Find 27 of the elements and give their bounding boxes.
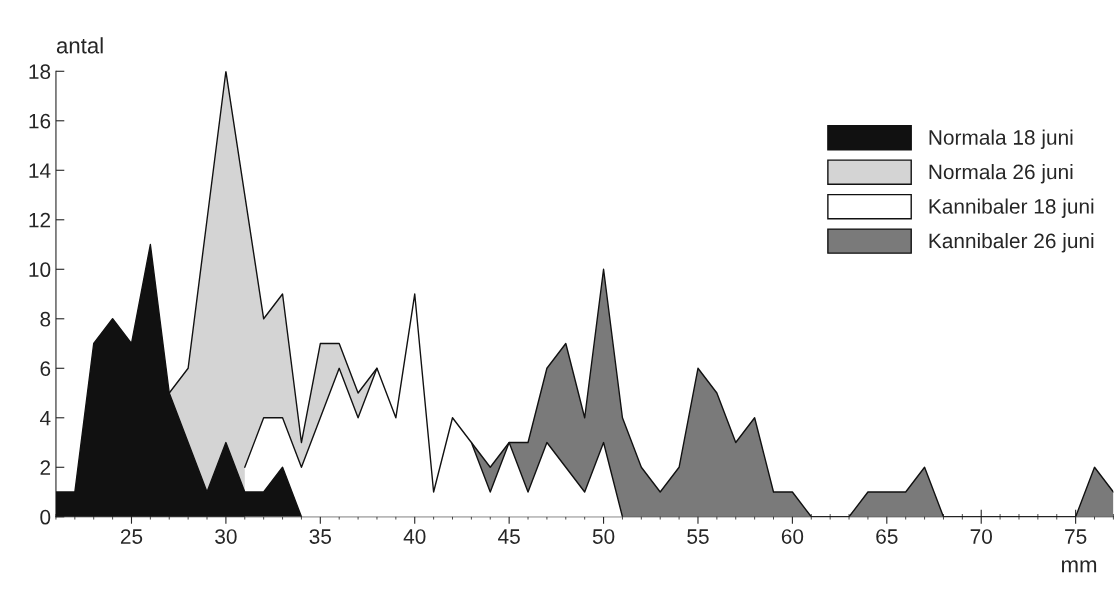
x-tick-label: 60 xyxy=(781,529,804,544)
x-tick-label: 30 xyxy=(215,529,237,544)
y-tick-label: 0 xyxy=(40,509,51,525)
x-tick-label: 45 xyxy=(498,529,520,544)
legend-label: Normala 26 juni xyxy=(929,164,1073,184)
legend-label: Normala 18 juni xyxy=(929,129,1073,149)
x-tick-label: 35 xyxy=(309,529,332,544)
x-tick-label: 25 xyxy=(120,529,143,544)
x-tick-label: 55 xyxy=(687,529,709,544)
x-tick-label: 40 xyxy=(403,529,426,544)
y-tick-label: 18 xyxy=(29,64,51,80)
y-axis-title: antal xyxy=(56,37,103,54)
y-tick-label: 6 xyxy=(40,361,51,377)
x-axis-title: mm xyxy=(1062,560,1097,573)
y-tick-label: 16 xyxy=(29,113,51,129)
legend-label: Kannibaler 18 juni xyxy=(929,198,1094,218)
y-tick-label: 4 xyxy=(39,411,51,426)
legend-label: Kannibaler 26 juni xyxy=(929,232,1094,253)
y-tick-label: 2 xyxy=(40,460,51,475)
y-tick-label: 10 xyxy=(29,262,51,278)
x-tick-label: 70 xyxy=(970,529,992,544)
x-tick-label: 75 xyxy=(1065,529,1087,544)
y-tick-label: 12 xyxy=(29,212,51,228)
x-tick-label: 50 xyxy=(592,529,615,544)
x-tick-label: 65 xyxy=(876,529,898,544)
y-tick-label: 14 xyxy=(29,163,51,178)
y-tick-label: 8 xyxy=(40,311,51,327)
